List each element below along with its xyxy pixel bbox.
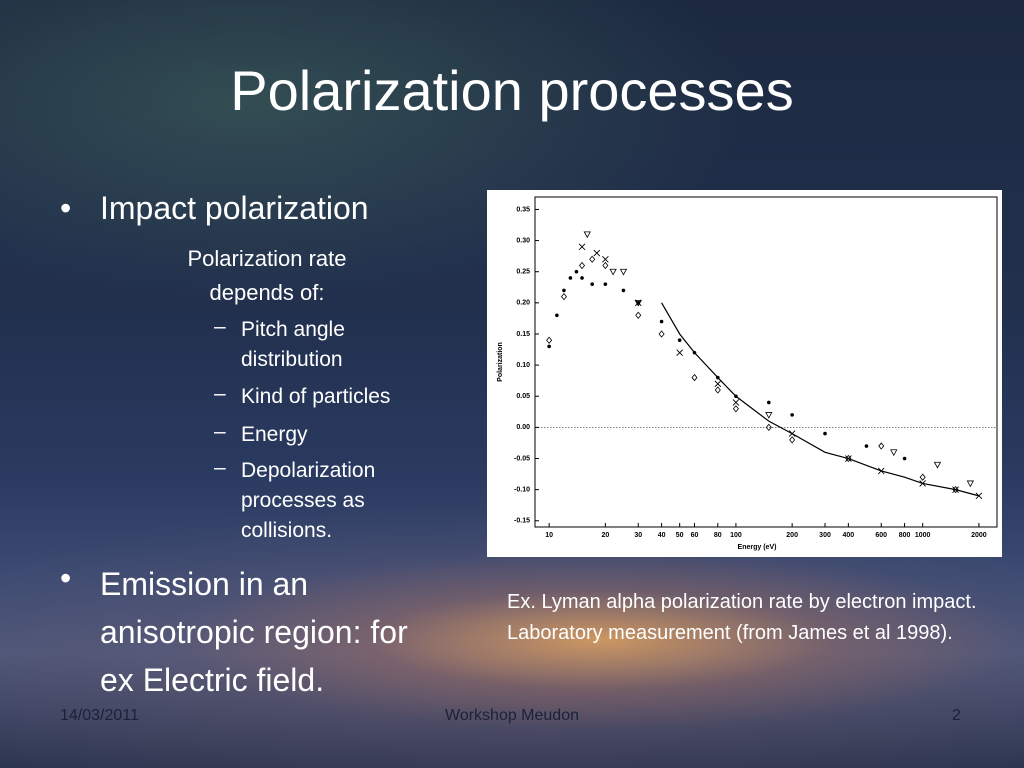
x-tick-label: 30 [634, 532, 642, 539]
x-tick-label: 300 [819, 532, 831, 539]
data-point [635, 311, 642, 319]
y-axis-label: Polarization [497, 342, 504, 382]
bullet: Emission in an anisotropic region: for e… [100, 566, 408, 698]
data-point [677, 338, 682, 343]
x-tick-label: 40 [658, 532, 666, 539]
data-point [790, 413, 794, 417]
data-point [823, 431, 827, 436]
x-tick-label: 80 [714, 532, 722, 539]
data-point [621, 288, 626, 293]
data-point [619, 268, 628, 276]
data-point [547, 344, 551, 349]
data-point [919, 473, 926, 481]
dash: – [214, 382, 226, 405]
data-point [579, 261, 586, 270]
data-point [634, 299, 642, 307]
footer-date: 14/03/2011 [60, 707, 139, 724]
data-point [676, 349, 684, 356]
data-point [583, 231, 591, 239]
y-tick-label: 0.25 [516, 269, 530, 276]
sub-item: Energy [241, 423, 308, 446]
x-tick-label: 100 [730, 532, 742, 539]
slide-title: Polarization processes [230, 59, 794, 122]
data-point [765, 412, 773, 419]
data-point [578, 243, 586, 251]
x-tick-label: 400 [843, 532, 855, 539]
footer-page: 2 [952, 707, 961, 724]
x-tick-label: 1000 [915, 532, 931, 539]
dash: – [214, 420, 226, 443]
data-point [714, 380, 722, 388]
y-tick-label: 0.05 [516, 393, 530, 400]
data-point [590, 282, 594, 286]
y-tick-label: 0.30 [516, 237, 530, 244]
y-tick-label: 0.10 [516, 362, 530, 369]
x-tick-label: 60 [691, 532, 699, 539]
sub-item: Kind of particles [241, 385, 391, 408]
data-point [574, 269, 579, 274]
x-tick-label: 2000 [971, 532, 987, 539]
data-point [555, 313, 559, 318]
data-point [609, 268, 617, 276]
data-point [765, 423, 772, 432]
sub-item: Depolarization processes as collisions. [241, 459, 376, 542]
data-point [902, 456, 907, 461]
y-tick-label: 0.00 [516, 424, 530, 431]
data-point [864, 444, 869, 448]
data-point [966, 480, 975, 488]
data-point [658, 330, 665, 338]
data-point [603, 282, 608, 286]
chart: Energy (eV) Polarization 0.35 0.30 0.25 0.2… [487, 190, 1002, 557]
y-tick-label: -0.10 [514, 486, 530, 493]
data-point [933, 461, 942, 469]
y-tick-label: 0.20 [516, 300, 530, 307]
y-tick-label: -0.15 [514, 518, 530, 525]
x-tick-label: 50 [676, 532, 684, 539]
caption: Ex. Lyman alpha polarization rate by ele… [507, 591, 977, 644]
x-tick-label: 10 [545, 532, 553, 539]
data-point [602, 261, 609, 270]
data-point [546, 336, 553, 344]
footer-center: Workshop Meudon [445, 707, 579, 724]
sub-text: Polarization rate depends of: [187, 246, 347, 305]
data-point [878, 442, 885, 450]
data-point [789, 436, 796, 444]
data-point [952, 486, 959, 494]
data-point [562, 288, 566, 293]
data-point [732, 405, 739, 413]
x-tick-label: 20 [601, 532, 609, 539]
data-point [568, 276, 573, 280]
data-point [593, 249, 601, 257]
data-point [580, 276, 584, 280]
y-tick-label: -0.05 [514, 455, 530, 462]
data-point [659, 319, 664, 324]
data-point [560, 292, 567, 301]
bullet: Impact polarization [100, 190, 369, 226]
data-point [714, 386, 721, 394]
data-point [732, 399, 740, 406]
dash: – [214, 315, 226, 338]
data-point [890, 449, 898, 457]
y-tick-label: 0.15 [516, 331, 530, 338]
plot-frame [534, 196, 998, 528]
sub-item: Pitch angle distribution [241, 318, 345, 371]
x-tick-label: 600 [875, 532, 887, 539]
data-point [691, 373, 698, 382]
data-point [766, 400, 771, 405]
data-point [589, 255, 596, 263]
x-axis-label: Energy (eV) [738, 544, 777, 551]
y-tick-label: 0.35 [516, 206, 530, 213]
x-tick-label: 800 [899, 532, 911, 539]
x-tick-label: 200 [786, 532, 798, 539]
data-point [602, 255, 609, 263]
bullet-marker: • [60, 190, 72, 226]
data-point [634, 299, 642, 307]
bullet-marker: • [60, 560, 72, 596]
dash: – [214, 456, 226, 479]
fit-curve [661, 302, 980, 497]
